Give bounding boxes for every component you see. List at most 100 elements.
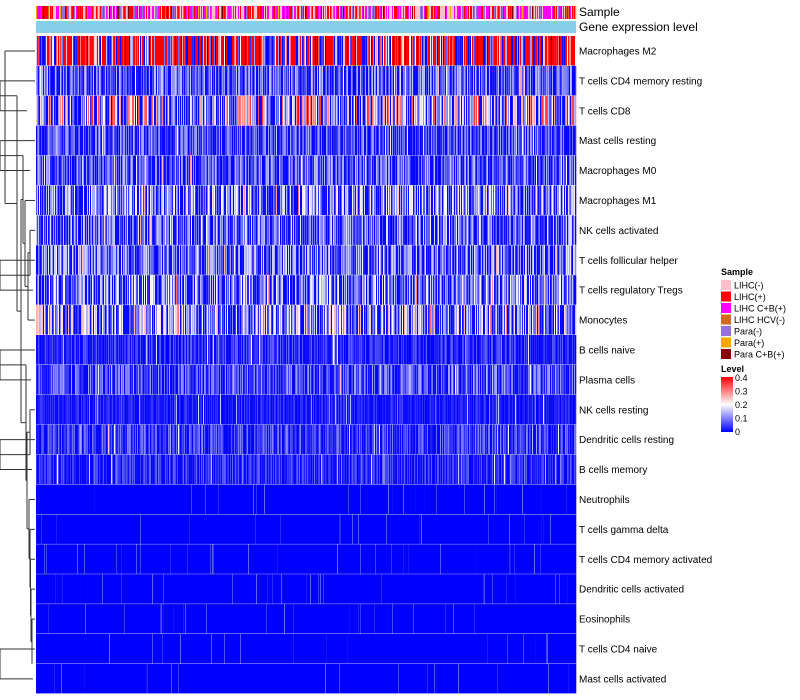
heatmap-cell — [513, 95, 515, 126]
heatmap-cell — [262, 185, 264, 215]
heatmap-cell — [431, 125, 433, 156]
heatmap-cell — [333, 155, 335, 186]
heatmap-cell — [93, 125, 95, 156]
heatmap-cell — [44, 215, 46, 245]
sample-cell — [465, 6, 467, 19]
heatmap-cell — [439, 36, 441, 66]
sample-cell — [235, 6, 237, 19]
heatmap-cell — [119, 95, 121, 126]
heatmap-cell — [518, 155, 520, 186]
heatmap-cell — [148, 155, 150, 186]
heatmap-cell — [521, 125, 523, 156]
heatmap-cell — [69, 245, 71, 275]
heatmap-cell — [258, 36, 260, 66]
heatmap-cell — [404, 95, 406, 126]
sample-cell — [392, 6, 394, 19]
heatmap-cell — [522, 65, 524, 96]
heatmap-cell — [291, 185, 293, 215]
heatmap-cell — [540, 65, 542, 96]
heatmap-cell — [366, 36, 368, 66]
heatmap-cell — [364, 125, 366, 156]
sample-cell — [532, 6, 534, 19]
heatmap-cell — [261, 125, 263, 156]
heatmap-cell — [461, 245, 463, 275]
heatmap-cell — [573, 95, 575, 126]
heatmap-cell — [278, 245, 280, 275]
heatmap-cell — [269, 215, 271, 245]
heatmap-cell — [438, 125, 440, 156]
heatmap-cell — [115, 215, 117, 245]
heatmap-cell — [79, 155, 81, 186]
heatmap-cell — [62, 95, 64, 126]
heatmap-cell — [151, 155, 153, 186]
heatmap-cell — [380, 185, 382, 215]
heatmap-row — [36, 155, 577, 186]
heatmap-cell — [212, 215, 214, 245]
heatmap-cell — [295, 155, 297, 186]
sample-cell — [250, 6, 252, 19]
heatmap-cell — [384, 185, 386, 215]
heatmap-cell — [46, 95, 48, 126]
sample-cell — [312, 6, 314, 19]
heatmap-cell — [95, 275, 97, 305]
heatmap-cell — [66, 155, 68, 186]
heatmap-cell — [393, 215, 395, 245]
heatmap-cell — [232, 245, 234, 275]
heatmap-cell — [427, 185, 429, 215]
sample-cell — [328, 6, 330, 19]
sample-cell — [372, 6, 374, 19]
sample-cell — [323, 6, 325, 19]
heatmap-cell — [408, 36, 410, 66]
heatmap-cell — [55, 275, 57, 305]
heatmap-cell — [44, 125, 46, 156]
heatmap-cell — [355, 185, 357, 215]
sample-cell — [308, 6, 310, 19]
heatmap-cell — [289, 245, 291, 275]
heatmap-cell — [284, 215, 286, 245]
heatmap-cell — [511, 65, 513, 96]
heatmap-cell — [102, 36, 104, 66]
heatmap-cell — [92, 215, 94, 245]
heatmap-cell — [144, 185, 146, 215]
sample-cell — [195, 6, 197, 19]
heatmap-cell — [214, 155, 216, 186]
heatmap-cell — [243, 125, 245, 156]
heatmap-cell — [203, 155, 205, 186]
sample-cell — [454, 6, 456, 19]
sample-cell — [157, 6, 159, 19]
heatmap-cell — [342, 125, 344, 156]
sample-cell — [300, 6, 302, 19]
heatmap-cell — [187, 125, 189, 156]
sample-cell — [48, 6, 50, 19]
heatmap-cell — [531, 65, 533, 96]
heatmap-cell — [402, 245, 404, 275]
heatmap-cell — [126, 95, 128, 126]
sample-cell — [563, 6, 565, 19]
heatmap-cell — [353, 245, 355, 275]
heatmap-cell — [131, 215, 133, 245]
heatmap-cell — [388, 155, 390, 186]
heatmap-cell — [560, 245, 562, 275]
heatmap-cell — [314, 125, 316, 156]
heatmap-cell — [130, 185, 132, 215]
heatmap-cell — [381, 215, 383, 245]
heatmap-cell — [361, 125, 363, 156]
sample-cell — [240, 6, 242, 19]
sample-cell — [535, 6, 537, 19]
heatmap-cell — [562, 95, 564, 126]
heatmap-cell — [373, 125, 375, 156]
heatmap-cell — [138, 245, 140, 275]
heatmap-cell — [377, 95, 379, 126]
heatmap-cell — [49, 155, 51, 186]
heatmap-cell — [343, 185, 345, 215]
heatmap-cell — [466, 125, 468, 156]
sample-cell — [246, 6, 248, 19]
heatmap-cell — [77, 245, 79, 275]
heatmap-cell — [402, 65, 404, 96]
heatmap-cell — [501, 245, 503, 275]
heatmap-cell — [570, 155, 572, 186]
heatmap-cell — [175, 65, 177, 96]
heatmap-cell — [489, 185, 491, 215]
heatmap-cell — [348, 185, 350, 215]
heatmap-cell — [188, 185, 190, 215]
